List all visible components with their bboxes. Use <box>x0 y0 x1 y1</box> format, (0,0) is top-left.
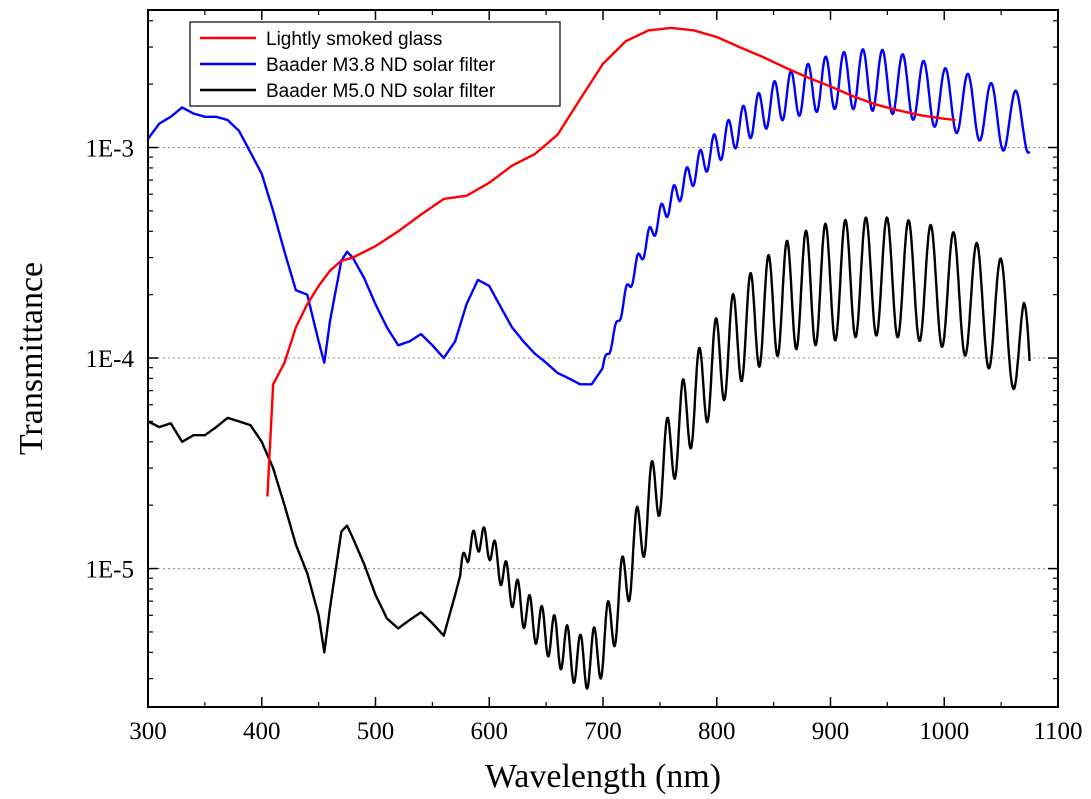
x-tick-label: 400 <box>243 718 281 745</box>
y-tick-label: 1E-3 <box>85 136 134 163</box>
y-axis-title: Transmittance <box>13 262 50 455</box>
legend-label: Baader M5.0 ND solar filter <box>266 81 496 102</box>
x-tick-label: 700 <box>584 718 622 745</box>
series-line <box>147 48 1031 386</box>
x-tick-label: 600 <box>471 718 509 745</box>
grid-lines <box>148 147 1058 570</box>
x-tick-label: 1100 <box>1033 718 1082 745</box>
x-tick-label: 800 <box>698 718 736 745</box>
y-tick-label: 1E-5 <box>85 557 134 584</box>
axis-ticks: 300 400 500 600 700 800 900 1000 1100 1E-5 1E-4 1E-… <box>85 10 1083 745</box>
x-tick-label: 1000 <box>919 718 969 745</box>
series-layer <box>147 26 1031 690</box>
legend-label: Lightly smoked glass <box>266 29 442 50</box>
series-line <box>147 216 1031 690</box>
x-tick-label: 900 <box>812 718 850 745</box>
x-tick-label: 500 <box>357 718 395 745</box>
series-line <box>266 26 957 497</box>
y-tick-label: 1E-4 <box>85 346 134 373</box>
legend-label: Baader M3.8 ND solar filter <box>266 55 496 76</box>
x-axis-title: Wavelength (nm) <box>485 758 721 795</box>
x-tick-label: 300 <box>129 718 167 745</box>
legend: Lightly smoked glass Baader M3.8 ND solar… <box>189 21 561 107</box>
